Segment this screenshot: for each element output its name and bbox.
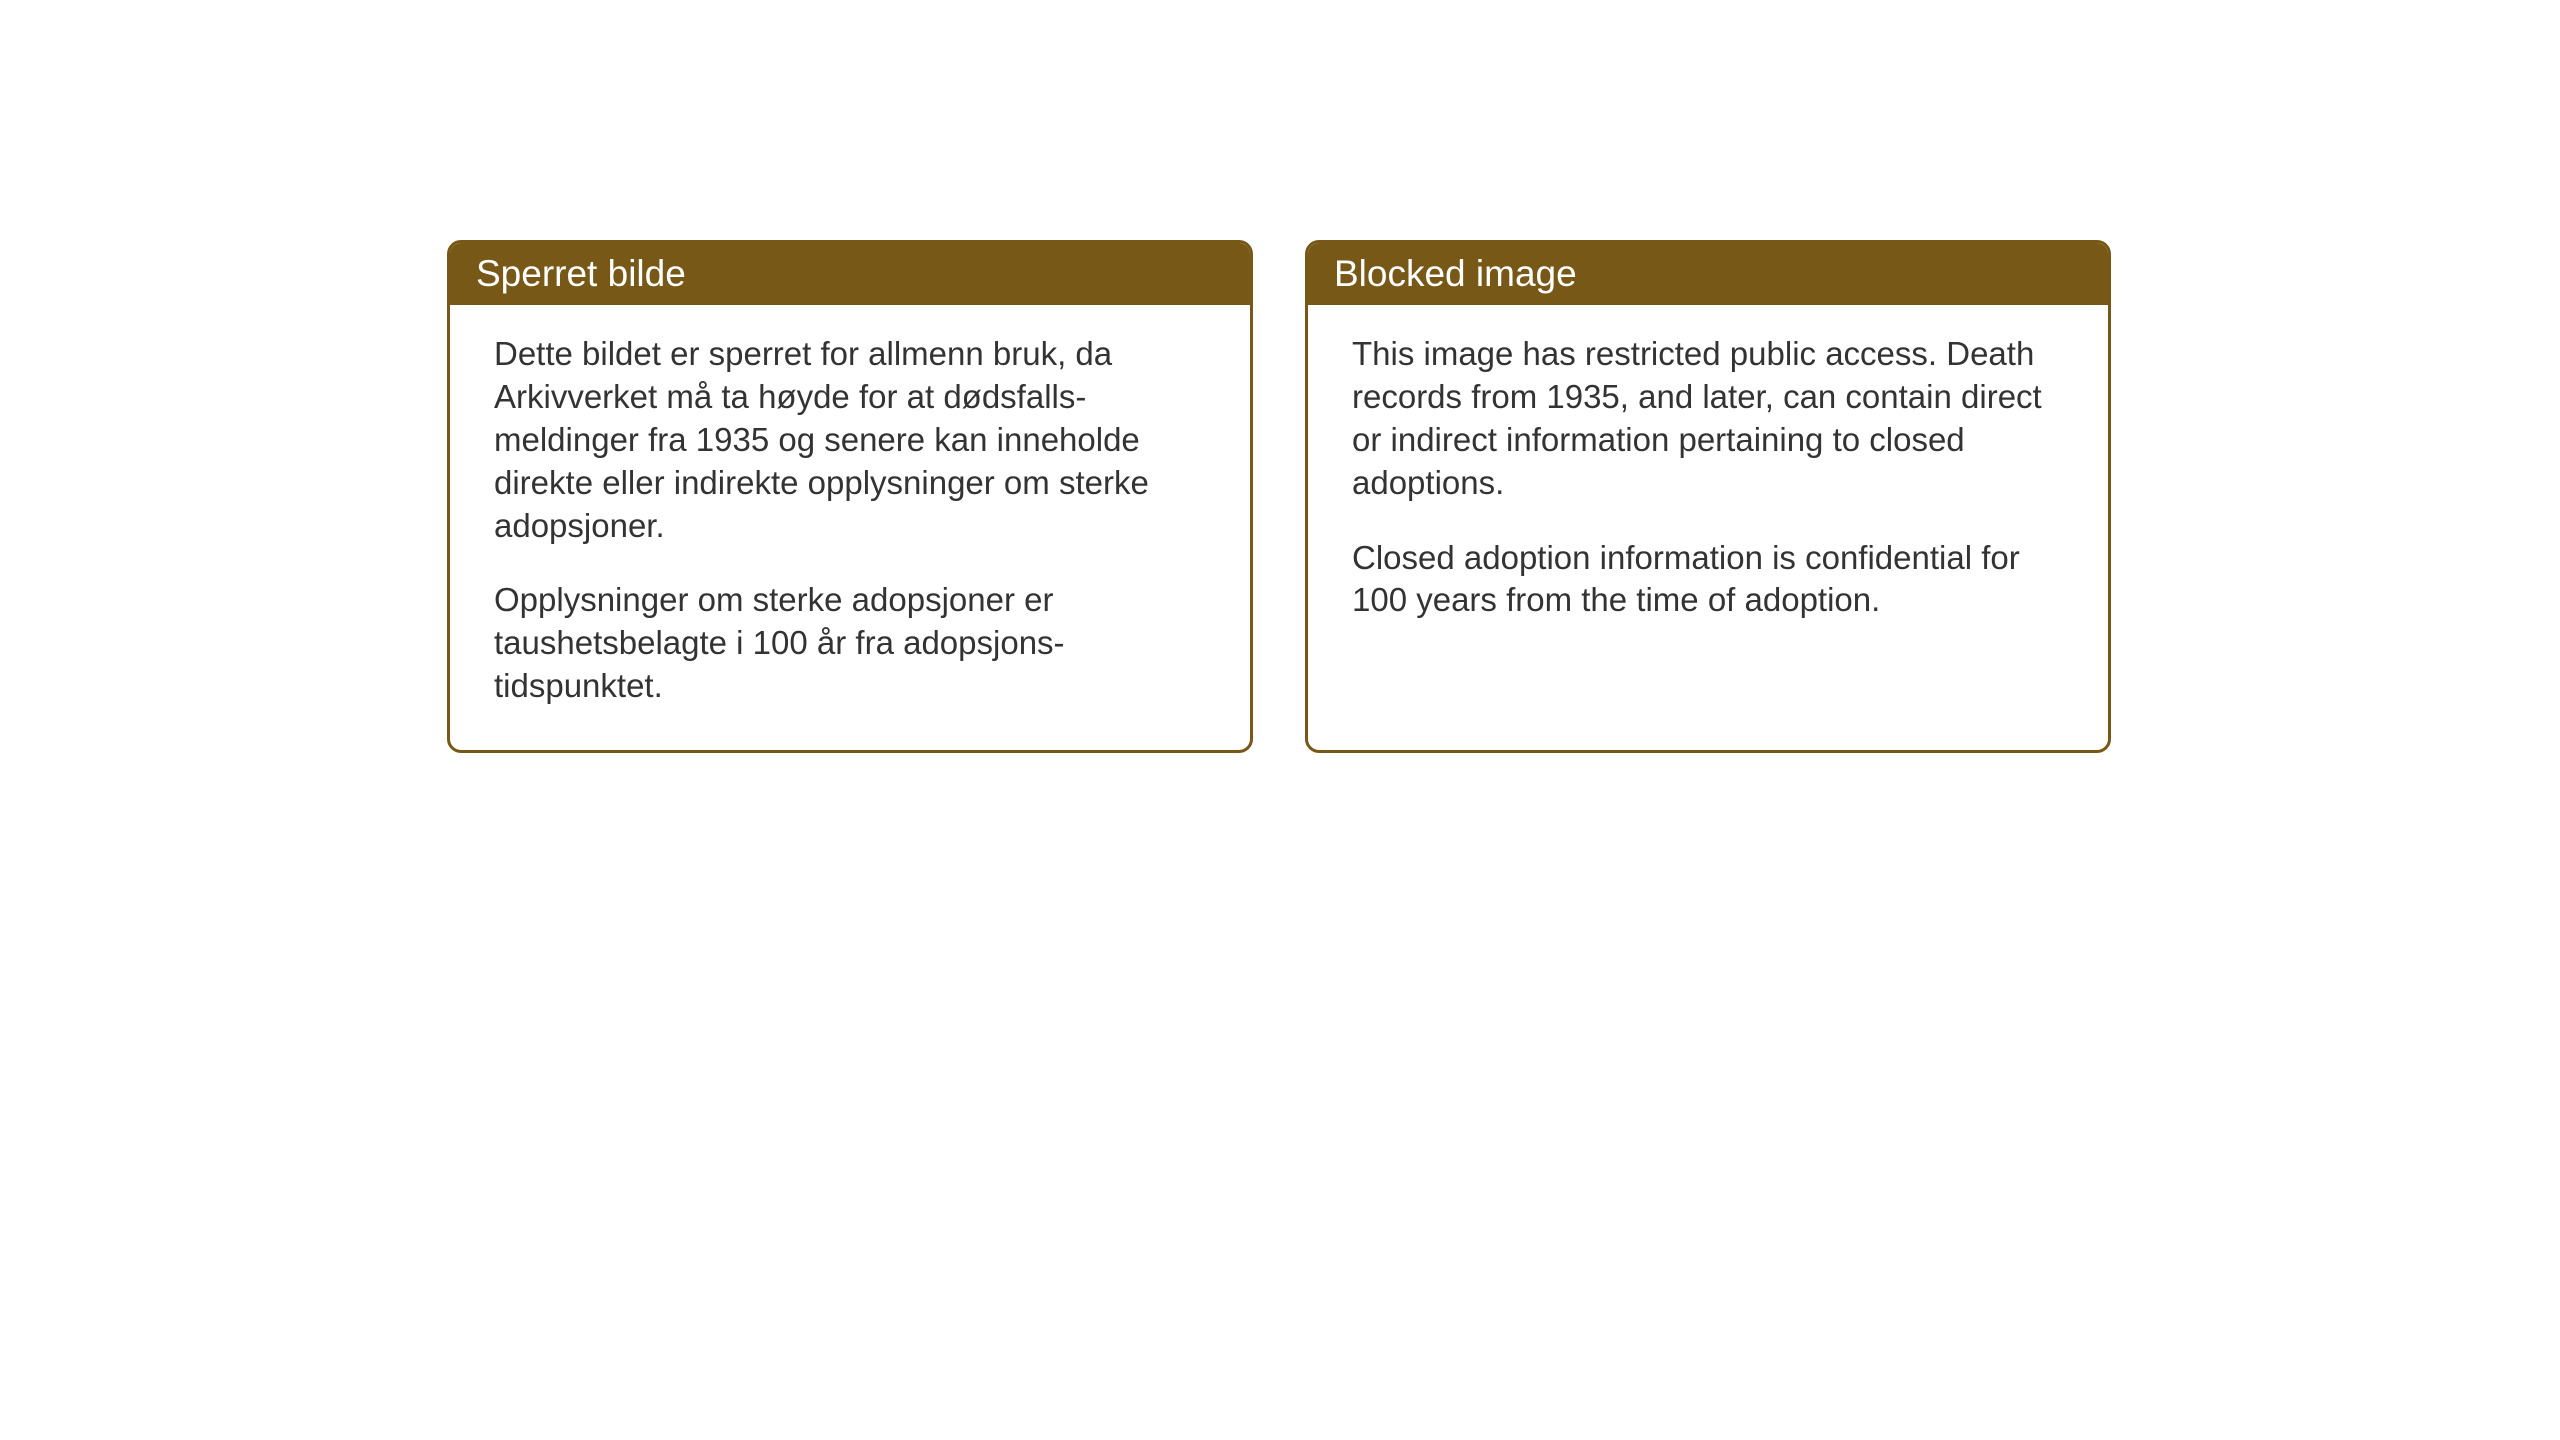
notice-header-norwegian: Sperret bilde	[450, 243, 1250, 305]
notice-box-norwegian: Sperret bilde Dette bildet er sperret fo…	[447, 240, 1253, 753]
notice-body-norwegian: Dette bildet er sperret for allmenn bruk…	[450, 305, 1250, 750]
notice-header-english: Blocked image	[1308, 243, 2108, 305]
notice-body-english: This image has restricted public access.…	[1308, 305, 2108, 664]
notice-paragraph: Closed adoption information is confident…	[1352, 537, 2064, 623]
notice-paragraph: This image has restricted public access.…	[1352, 333, 2064, 505]
notice-box-english: Blocked image This image has restricted …	[1305, 240, 2111, 753]
notice-paragraph: Opplysninger om sterke adopsjoner er tau…	[494, 579, 1206, 708]
notice-paragraph: Dette bildet er sperret for allmenn bruk…	[494, 333, 1206, 547]
notices-container: Sperret bilde Dette bildet er sperret fo…	[447, 240, 2111, 753]
